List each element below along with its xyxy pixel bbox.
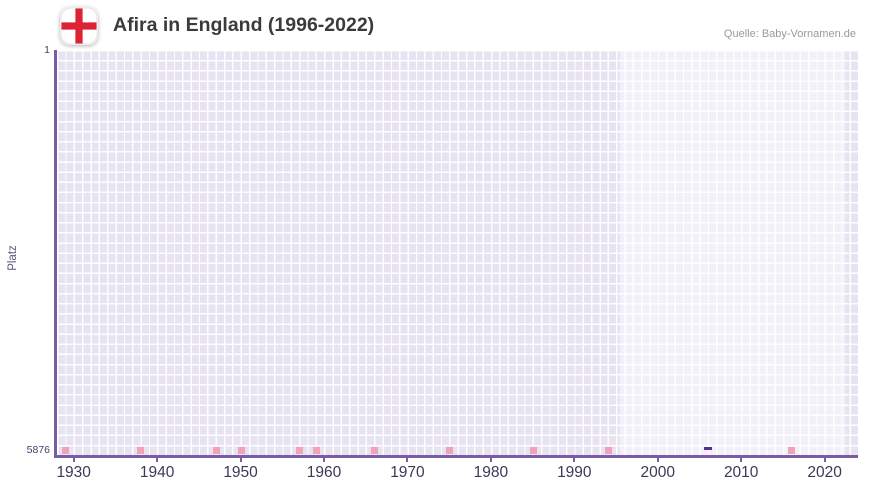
x-tick-label: 2020 <box>807 464 842 481</box>
x-tick-mark <box>72 457 75 462</box>
x-tick-mark <box>406 457 409 462</box>
england-flag-icon <box>60 7 98 45</box>
y-tick-top: 1 <box>44 44 50 56</box>
x-tick-mark <box>656 457 659 462</box>
bottom-mark <box>62 446 69 454</box>
x-tick-mark <box>573 457 576 462</box>
x-tick-mark <box>156 457 159 462</box>
bottom-mark <box>371 446 378 454</box>
england-flag-svg <box>60 7 98 45</box>
x-tick-label: 1990 <box>557 464 592 481</box>
x-tick-label: 1960 <box>306 464 342 481</box>
bottom-mark <box>605 446 612 454</box>
x-tick-mark <box>740 457 743 462</box>
bottom-mark <box>313 446 320 454</box>
bottom-mark <box>137 446 144 454</box>
y-axis-line <box>54 50 57 458</box>
x-tick-label: 1930 <box>56 464 91 481</box>
x-tick-label: 1950 <box>223 464 258 481</box>
bottom-mark <box>446 446 453 454</box>
bottom-mark <box>213 446 220 454</box>
x-tick-label: 1980 <box>473 464 509 481</box>
y-tick-bottom: 5876 <box>26 444 50 456</box>
x-tick-mark <box>323 457 325 462</box>
x-tick-mark <box>489 457 492 462</box>
x-tick-mark <box>239 457 242 462</box>
grid-overlay <box>57 50 858 455</box>
bottom-mark <box>238 446 245 454</box>
bottom-mark <box>788 446 795 454</box>
y-axis-label: Platz <box>6 245 19 271</box>
plot-area <box>57 50 858 455</box>
x-tick-label: 2000 <box>640 464 675 481</box>
x-tick-mark <box>823 457 826 462</box>
source-label: Quelle: Baby-Vornamen.de <box>723 28 856 40</box>
x-tick-label: 1940 <box>139 464 175 481</box>
page-title: Afira in England (1996-2022) <box>113 14 375 36</box>
bottom-mark <box>296 446 303 454</box>
data-point <box>703 446 713 450</box>
x-axis-line <box>54 455 858 458</box>
x-tick-label: 2010 <box>723 464 759 481</box>
bottom-mark <box>530 446 537 454</box>
x-tick-label: 1970 <box>390 464 425 481</box>
